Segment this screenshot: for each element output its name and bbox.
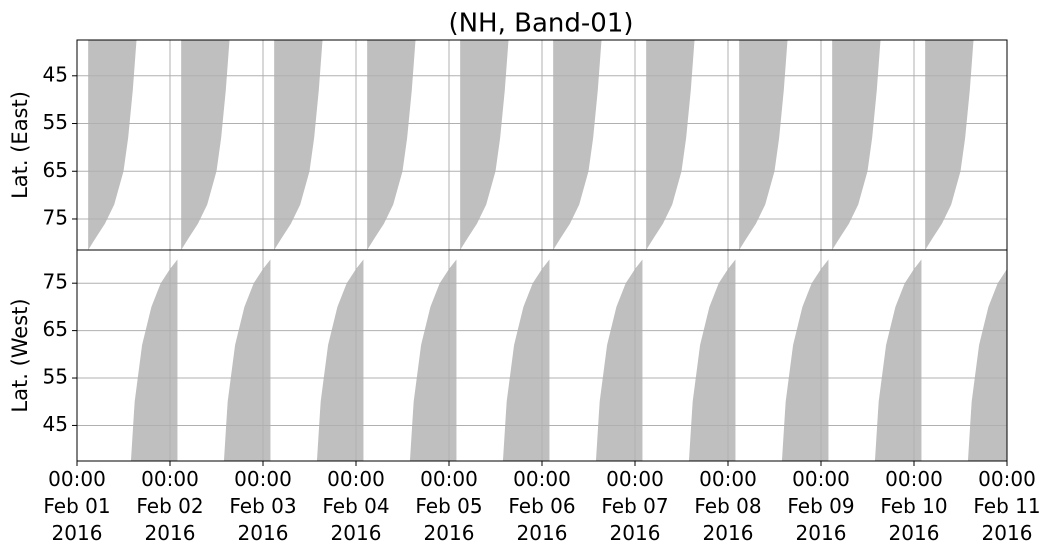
coverage-area — [553, 40, 602, 250]
coverage-area — [409, 259, 457, 461]
coverage-area — [874, 259, 922, 461]
coverage-area — [781, 259, 829, 461]
coverage-area — [832, 40, 881, 250]
x-tick-label: 00:00 Feb 10 2016 — [880, 467, 948, 545]
coverage-area — [223, 259, 271, 461]
x-tick-label: 00:00 Feb 11 2016 — [973, 467, 1041, 545]
coverage-area — [88, 40, 137, 250]
coverage-area — [367, 40, 416, 250]
chart-title: (NH, Band-01) — [448, 9, 633, 39]
y-tick-label: 65 — [43, 158, 68, 182]
y-axis-label: Lat. (East) — [8, 91, 32, 199]
y-tick-label: 55 — [43, 365, 68, 389]
grids — [76, 40, 1008, 461]
x-tick-label: 00:00 Feb 07 2016 — [601, 467, 669, 545]
coverage-area — [130, 259, 178, 461]
coverage-area — [595, 259, 643, 461]
coverage-area — [181, 40, 230, 250]
x-tick-label: 00:00 Feb 01 2016 — [43, 467, 111, 545]
y-tick-label: 75 — [43, 205, 68, 229]
coverage-area — [925, 40, 974, 250]
coverage-area — [646, 40, 695, 250]
x-tick-label: 00:00 Feb 06 2016 — [508, 467, 576, 545]
x-tick-label: 00:00 Feb 08 2016 — [694, 467, 762, 545]
coverage-area — [502, 259, 550, 461]
x-tick-label: 00:00 Feb 02 2016 — [136, 467, 204, 545]
y-tick-label: 75 — [43, 270, 68, 294]
y-tick-label: 55 — [43, 110, 68, 134]
coverage-area — [739, 40, 788, 250]
y-tick-label: 45 — [43, 62, 68, 86]
x-tick-label: 00:00 Feb 03 2016 — [229, 467, 297, 545]
coverage-area — [460, 40, 509, 250]
x-tick-label: 00:00 Feb 09 2016 — [787, 467, 855, 545]
x-tick-label: 00:00 Feb 04 2016 — [322, 467, 390, 545]
x-tick-label: 00:00 Feb 05 2016 — [415, 467, 483, 545]
y-tick-label: 45 — [43, 412, 68, 436]
y-axis-label: Lat. (West) — [8, 298, 32, 412]
y-tick-label: 65 — [43, 317, 68, 341]
coverage-area — [688, 259, 736, 461]
coverage-area — [274, 40, 323, 250]
coverage-area — [316, 259, 364, 461]
areas — [88, 40, 1007, 461]
coverage-area — [967, 268, 1007, 461]
